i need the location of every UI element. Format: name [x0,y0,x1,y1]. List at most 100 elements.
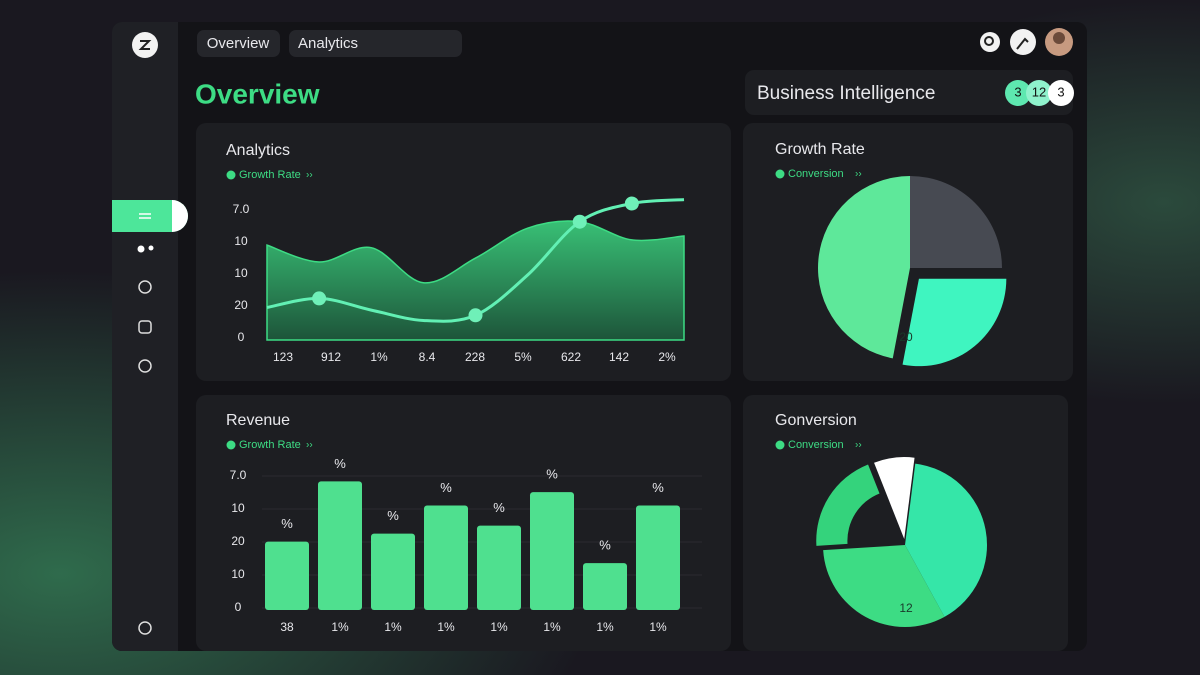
tab-label: Analytics [298,35,358,52]
x-tick-label: 1% [649,620,667,634]
line-point [312,291,327,306]
search-icon[interactable] [980,32,1000,52]
x-tick-label: 123 [273,350,293,364]
x-tick-label: 1% [596,620,614,634]
badge-label: 3 [1014,84,1021,99]
x-tick-label: 2% [658,350,676,364]
pie-slice [910,176,1002,268]
tab-label: Overview [207,35,270,52]
legend-arrow: ›› [855,169,862,180]
settings-icon[interactable] [138,621,152,635]
nav-icon[interactable] [137,245,145,253]
line-point [468,308,483,323]
bar [265,541,309,610]
line-point [624,196,639,211]
x-tick-label: 1% [331,620,349,634]
pie-slice [874,457,915,540]
x-tick-label: 1% [384,620,402,634]
nav-active[interactable] [112,200,188,232]
tab[interactable] [289,30,462,57]
card-title: Revenue [226,412,290,429]
tool-glyph [1016,37,1029,50]
bar-label: % [652,480,664,495]
logo-glyph [138,40,152,50]
legend-arrow: ›› [855,440,862,451]
y-tick-label: 20 [234,298,248,312]
bi-title: Business Intelligence [757,83,936,104]
pie-label: 12 [899,601,913,615]
bi-panel [745,70,1073,115]
tab[interactable] [197,30,280,57]
bar-label: % [387,508,399,523]
bar [477,525,521,610]
nav-active-edge [172,200,188,232]
y-tick-label: 10 [234,266,248,280]
x-tick-label: 8.4 [419,350,436,364]
legend-arrow: ›› [306,440,313,451]
x-tick-label: 1% [370,350,388,364]
pie-slice [823,545,945,627]
bar [318,481,362,610]
legend-arrow: ›› [306,170,313,181]
nav-icon [148,245,154,251]
y-tick-label: 7.0 [233,202,250,216]
bar-label: % [546,467,558,482]
avatar-face [1053,32,1065,44]
x-tick-label: 142 [609,350,629,364]
x-tick-label: 1% [437,620,455,634]
x-tick-label: 228 [465,350,485,364]
bar [530,492,574,610]
pie-slice [905,463,987,617]
pie-label: 20 [899,330,913,344]
legend-label: Growth Rate [239,169,301,181]
bar [583,563,627,610]
y-tick-label: 7.0 [230,468,247,482]
bar [636,505,680,610]
legend-dot [775,440,785,450]
badge [1005,80,1031,106]
legend-label: Conversion [788,439,844,451]
legend-label: Conversion [788,168,844,180]
badge-label: 12 [1032,84,1046,99]
card-title: Analytics [226,142,290,159]
pie-slice [902,278,1007,367]
y-tick-label: 0 [235,600,242,614]
badge-label: 3 [1057,84,1064,99]
page-heading: Overview [195,78,320,109]
pie-slice [816,464,880,546]
x-tick-label: 5% [514,350,532,364]
line-point [572,214,587,229]
card-title: Growth Rate [775,141,865,158]
bar [371,533,415,610]
bar-label: % [334,456,346,471]
x-tick-label: 622 [561,350,581,364]
y-tick-label: 20 [231,534,245,548]
bar-label: % [493,500,505,515]
nav-icon[interactable] [138,280,152,294]
y-tick-label: 10 [234,234,248,248]
y-tick-label: 10 [231,501,245,515]
y-tick-label: 10 [231,567,245,581]
badge [1026,80,1052,106]
x-tick-label: 1% [543,620,561,634]
card-title: Gonversion [775,412,857,429]
badge [1048,80,1074,106]
legend-dot [226,170,236,180]
bar-label: % [440,480,452,495]
x-tick-label: 1% [490,620,508,634]
bar [424,505,468,610]
nav-icon[interactable] [138,320,152,334]
legend-label: Growth Rate [239,439,301,451]
pie-slice [818,176,910,359]
x-tick-label: 38 [280,620,294,634]
bar-label: % [281,516,293,531]
x-tick-label: 912 [321,350,341,364]
sidebar [112,22,178,651]
nav-icon[interactable] [138,359,152,373]
bar-label: % [599,538,611,553]
y-tick-label: 0 [238,330,245,344]
search-glyph [984,36,994,46]
legend-dot [226,440,236,450]
